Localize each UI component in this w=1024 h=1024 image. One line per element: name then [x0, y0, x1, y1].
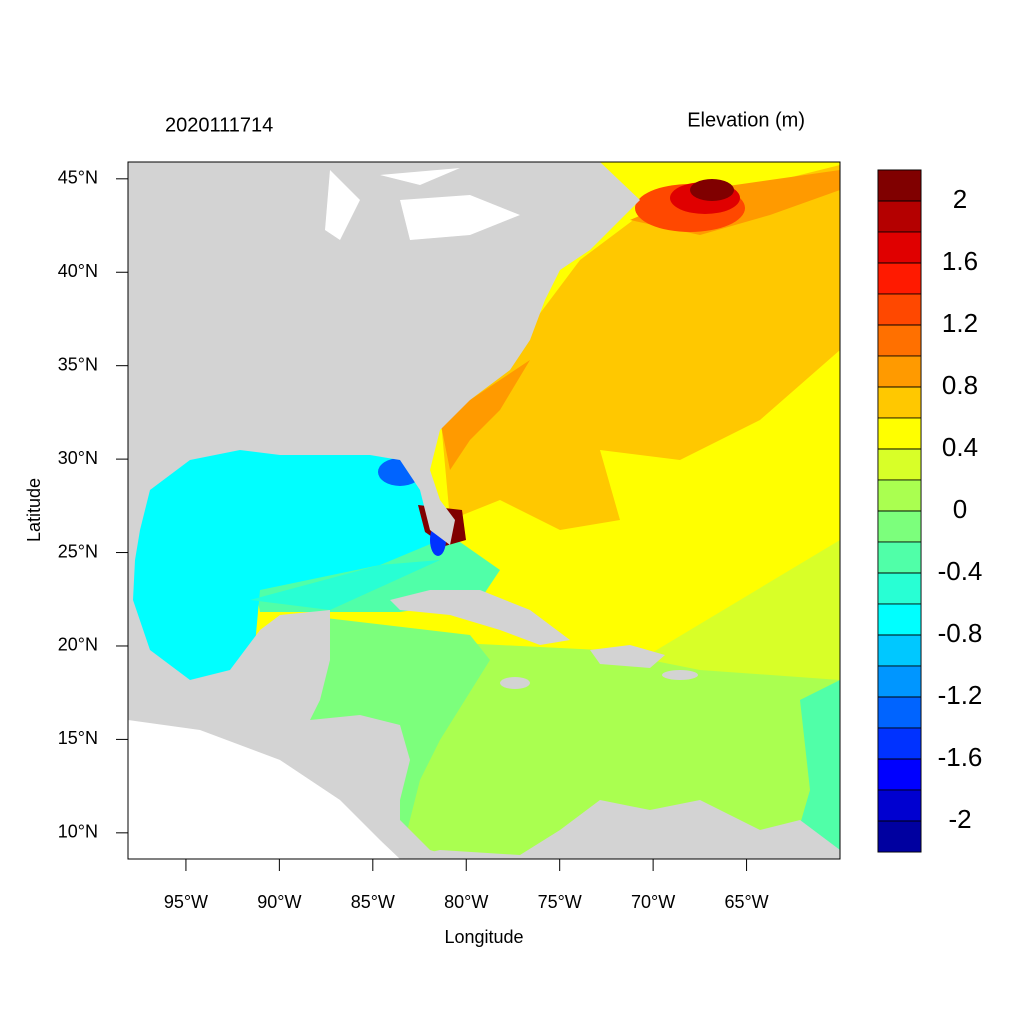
colorbar-box — [877, 510, 922, 543]
y-axis-label: Latitude — [24, 478, 44, 542]
map-field — [128, 162, 840, 859]
colorbar-tick-label: -2 — [948, 804, 971, 834]
land — [400, 800, 840, 859]
y-tick-label: 15°N — [58, 728, 98, 748]
lakes — [325, 168, 520, 240]
map-subtitle: Elevation (m) — [687, 109, 805, 131]
colorbar-box — [877, 355, 922, 388]
colorbar-box — [877, 262, 922, 295]
colorbar-box — [877, 169, 922, 202]
colorbar-tick-label: 2 — [953, 184, 967, 214]
y-tick-label: 35°N — [58, 354, 98, 374]
y-tick-label: 20°N — [58, 635, 98, 655]
colorbar-tick-label: 0 — [953, 494, 967, 524]
colorbar-tick-label: 0.4 — [942, 432, 978, 462]
y-tick-label: 40°N — [58, 261, 98, 281]
colorbar-box — [877, 417, 922, 450]
colorbar-tick-label: 0.8 — [942, 370, 978, 400]
colorbar-box — [877, 200, 922, 233]
colorbar-tick-label: -0.4 — [938, 556, 983, 586]
x-tick-label: 90°W — [257, 892, 301, 912]
x-tick-label: 80°W — [444, 892, 488, 912]
x-tick-label: 75°W — [538, 892, 582, 912]
ocean-zone — [440, 165, 840, 530]
colorbar-box — [877, 293, 922, 326]
ocean-zone — [440, 360, 530, 470]
y-tick-label: 25°N — [58, 541, 98, 561]
x-tick-label: 70°W — [631, 892, 675, 912]
colorbar-box — [877, 479, 922, 512]
y-tick-label: 45°N — [58, 168, 98, 188]
colorbar-box — [877, 634, 922, 667]
x-axis-label: Longitude — [444, 927, 523, 947]
colorbar-box — [877, 727, 922, 760]
colorbar-box — [877, 603, 922, 636]
plot-frame — [127, 161, 841, 860]
x-tick-label: 85°W — [351, 892, 395, 912]
colorbar-tick-label: 1.6 — [942, 246, 978, 276]
colorbar-box — [877, 231, 922, 264]
ocean-zone — [250, 560, 440, 610]
colorbar-box — [877, 448, 922, 481]
colorbar-box — [877, 696, 922, 729]
land — [590, 645, 665, 668]
colorbar-tick-label: -1.6 — [938, 742, 983, 772]
colorbar-box — [877, 758, 922, 791]
colorbar-box — [877, 386, 922, 419]
ocean-zone — [790, 680, 840, 859]
land — [662, 670, 698, 680]
gulf — [128, 450, 440, 700]
colorbar-box — [877, 665, 922, 698]
y-tick-label: 10°N — [58, 822, 98, 842]
colorbar-tick-label: -1.2 — [938, 680, 983, 710]
land — [128, 162, 640, 859]
map-title: 2020111714 — [165, 114, 273, 136]
colorbar-box — [877, 789, 922, 822]
land — [500, 677, 530, 689]
x-tick-label: 65°W — [724, 892, 768, 912]
y-tick-label: 30°N — [58, 448, 98, 468]
surge-zone — [690, 179, 734, 201]
colorbar-tick-label: 1.2 — [942, 308, 978, 338]
colorbar-tick-label: -0.8 — [938, 618, 983, 648]
colorbar-box — [877, 572, 922, 605]
land — [390, 590, 570, 645]
no-data — [128, 720, 400, 859]
ocean-zone — [400, 640, 840, 859]
colorbar-box — [877, 324, 922, 357]
colorbar-box — [877, 541, 922, 574]
colorbar-box — [877, 820, 922, 853]
x-tick-label: 95°W — [164, 892, 208, 912]
